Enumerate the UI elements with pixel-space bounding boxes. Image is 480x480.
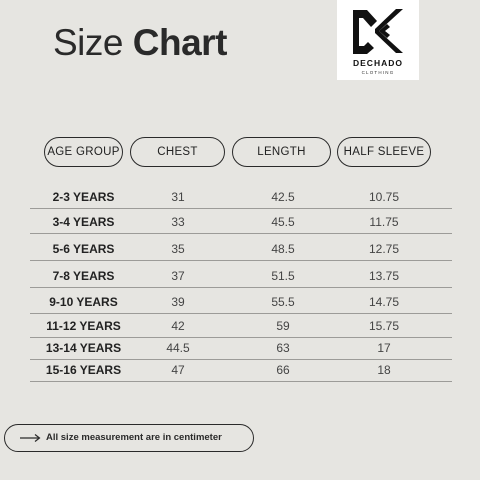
age-cell: 11-12 YEARS [46,319,121,333]
half-sleeve-cell: 14.75 [368,295,400,309]
length-cell: 45.5 [271,215,295,229]
measurement-note: All size measurement are in centimeter [4,424,254,452]
header-half-sleeve: HALF SLEEVE [337,137,431,167]
chest-cell: 35 [171,242,185,256]
half-sleeve-cell: 17 [377,341,391,355]
length-cell: 63 [276,341,290,355]
dechado-dk-monogram-icon [353,9,403,54]
brand-logo: DECHADO CLOTHING [337,0,419,80]
age-cell: 15-16 YEARS [45,363,122,377]
measurement-note-text: All size measurement are in centimeter [46,432,222,443]
arrow-right-icon [20,434,41,442]
row-divider [30,313,452,314]
row-divider [30,260,452,261]
age-cell: 7-8 YEARS [52,269,115,283]
length-cell: 55.5 [271,295,295,309]
row-divider [30,287,452,288]
half-sleeve-cell: 18 [377,363,391,377]
title-bold: Chart [132,22,228,63]
age-cell: 3-4 YEARS [52,215,115,229]
table-row: 13-14 YEARS 44.5 63 17 [30,336,452,360]
table-row: 7-8 YEARS 37 51.5 13.75 [30,264,452,288]
brand-name: DECHADO [353,58,403,68]
table-row: 11-12 YEARS 42 59 15.75 [30,314,452,338]
brand-tagline: CLOTHING [361,70,395,75]
table-row: 2-3 YEARS 31 42.5 10.75 [30,185,452,209]
age-cell: 13-14 YEARS [45,341,122,355]
half-sleeve-cell: 13.75 [368,269,400,283]
table-row: 5-6 YEARS 35 48.5 12.75 [30,237,452,261]
half-sleeve-cell: 15.75 [368,319,400,333]
chest-cell: 37 [171,269,185,283]
header-age-group: AGE GROUP [44,137,123,167]
row-divider [30,337,452,338]
length-cell: 66 [276,363,290,377]
table-row: 15-16 YEARS 47 66 18 [30,358,452,382]
header-length: LENGTH [232,137,331,167]
half-sleeve-cell: 10.75 [368,190,400,204]
chest-cell: 47 [171,363,185,377]
half-sleeve-cell: 12.75 [368,242,400,256]
chest-cell: 42 [171,319,185,333]
chest-cell: 33 [171,215,185,229]
row-divider [30,359,452,360]
table-row: 9-10 YEARS 39 55.5 14.75 [30,290,452,314]
length-cell: 51.5 [271,269,295,283]
chest-cell: 31 [171,190,185,204]
header-chest: CHEST [130,137,225,167]
row-divider [30,233,452,234]
row-divider [30,208,452,209]
age-cell: 9-10 YEARS [49,295,118,309]
length-cell: 42.5 [271,190,295,204]
row-divider [30,381,452,382]
age-cell: 5-6 YEARS [52,242,115,256]
length-cell: 48.5 [271,242,295,256]
age-cell: 2-3 YEARS [52,190,115,204]
chest-cell: 39 [171,295,185,309]
half-sleeve-cell: 11.75 [369,215,399,229]
table-row: 3-4 YEARS 33 45.5 11.75 [30,210,452,234]
length-cell: 59 [276,319,290,333]
title-light: Size [53,22,123,63]
page-title: Size Chart [53,22,227,64]
chest-cell: 44.5 [166,341,190,355]
